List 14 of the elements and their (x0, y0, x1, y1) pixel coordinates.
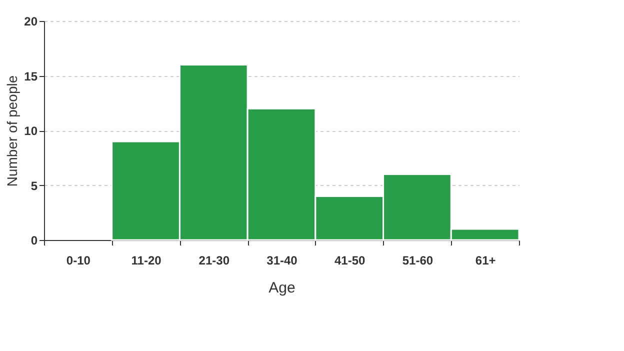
x-tick-label: 61+ (475, 254, 496, 268)
x-axis-title: Age (268, 280, 296, 296)
x-tick-label: 41-50 (334, 254, 366, 268)
x-tick-label: 31-40 (266, 254, 298, 268)
x-tick-label: 21-30 (198, 254, 230, 268)
x-tick-label: 0-10 (66, 254, 91, 268)
y-axis-title: Number of people (4, 75, 20, 187)
y-tick-label: 15 (24, 69, 38, 84)
x-tick-label: 11-20 (131, 254, 162, 268)
y-tick-label: 5 (30, 178, 38, 193)
y-tick-label: 0 (30, 234, 38, 248)
y-tick-label: 10 (24, 124, 38, 138)
x-tick-label: 51-60 (402, 254, 434, 268)
y-tick-label: 20 (24, 14, 38, 28)
